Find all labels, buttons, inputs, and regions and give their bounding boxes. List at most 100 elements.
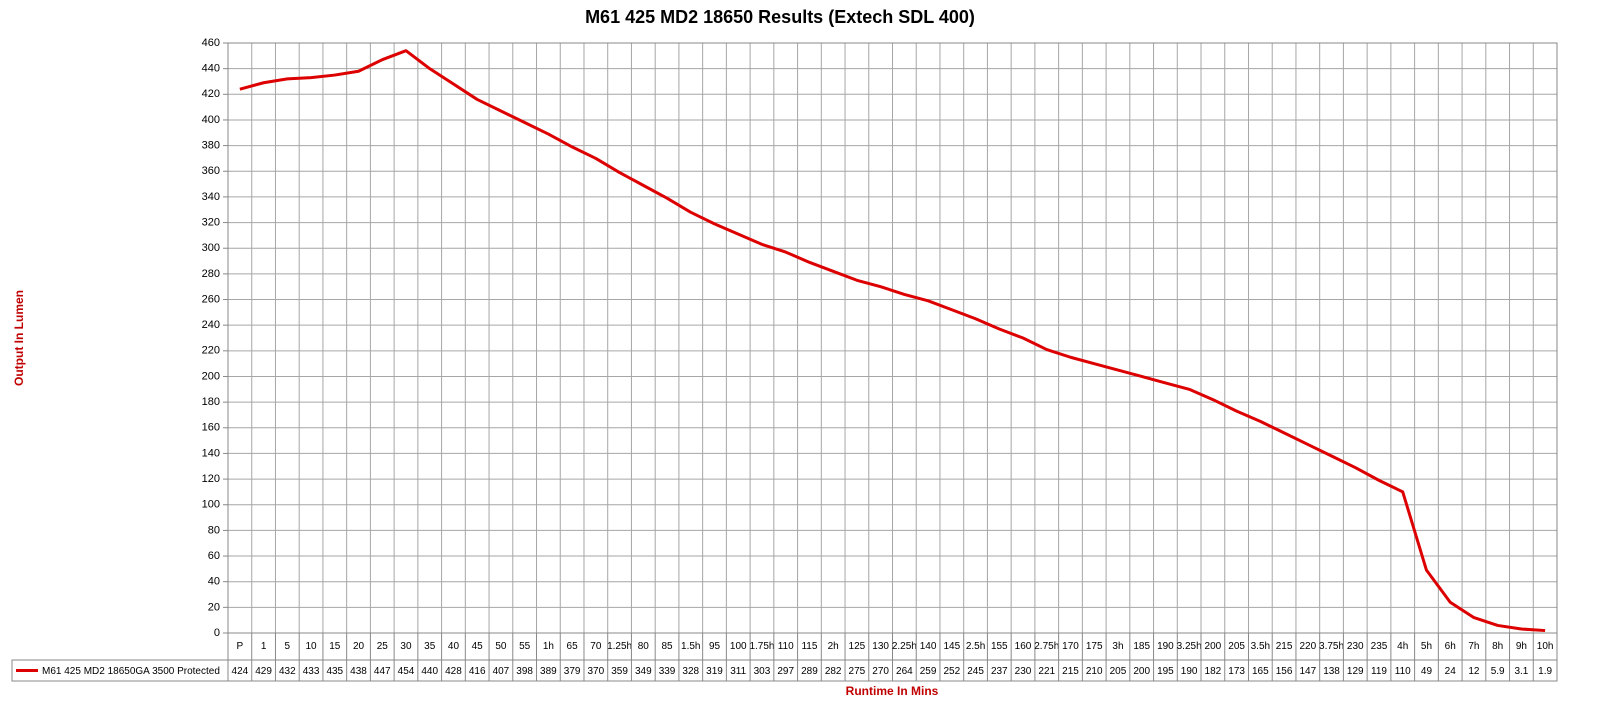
x-tick-label: 7h xyxy=(1468,641,1479,652)
table-value: 205 xyxy=(1110,666,1127,677)
x-tick-label: 50 xyxy=(495,641,507,652)
y-tick-label: 0 xyxy=(214,627,220,639)
y-tick-label: 240 xyxy=(202,319,220,331)
y-tick-label: 60 xyxy=(208,550,220,562)
table-value: 5.9 xyxy=(1491,666,1505,677)
table-value: 349 xyxy=(635,666,652,677)
x-tick-label: 45 xyxy=(472,641,484,652)
table-value: 195 xyxy=(1157,666,1174,677)
x-tick-label: 5 xyxy=(285,641,291,652)
y-tick-label: 80 xyxy=(208,524,220,536)
x-tick-label: 3.75h xyxy=(1319,641,1344,652)
table-value: 245 xyxy=(967,666,984,677)
y-tick-label: 120 xyxy=(202,473,220,485)
x-tick-label: 5h xyxy=(1421,641,1432,652)
x-tick-label: 190 xyxy=(1157,641,1174,652)
table-value: 182 xyxy=(1205,666,1222,677)
table-value: 328 xyxy=(682,666,699,677)
x-tick-label: 10 xyxy=(306,641,318,652)
x-tick-label: 20 xyxy=(353,641,365,652)
table-value: 275 xyxy=(849,666,866,677)
y-tick-label: 440 xyxy=(202,63,220,75)
table-value: 3.1 xyxy=(1514,666,1528,677)
x-tick-label: 170 xyxy=(1062,641,1079,652)
x-tick-label: 235 xyxy=(1371,641,1388,652)
table-value: 147 xyxy=(1299,666,1316,677)
table-value: 165 xyxy=(1252,666,1269,677)
table-value: 398 xyxy=(516,666,533,677)
table-value: 210 xyxy=(1086,666,1103,677)
y-tick-label: 220 xyxy=(202,345,220,357)
table-value: 215 xyxy=(1062,666,1079,677)
table-value: 24 xyxy=(1445,666,1457,677)
x-tick-label: 10h xyxy=(1537,641,1554,652)
table-value: 429 xyxy=(255,666,272,677)
table-value: 138 xyxy=(1323,666,1340,677)
table-value: 190 xyxy=(1181,666,1198,677)
table-value: 264 xyxy=(896,666,913,677)
x-tick-label: 115 xyxy=(801,641,817,652)
table-value: 447 xyxy=(374,666,391,677)
x-tick-label: 8h xyxy=(1492,641,1503,652)
table-value: 173 xyxy=(1228,666,1245,677)
y-tick-label: 380 xyxy=(202,140,220,152)
y-tick-label: 280 xyxy=(202,268,220,280)
table-value: 359 xyxy=(611,666,628,677)
y-tick-label: 300 xyxy=(202,242,220,254)
x-tick-label: 2.25h xyxy=(892,641,917,652)
y-tick-label: 200 xyxy=(202,370,220,382)
x-tick-label: 2h xyxy=(828,641,839,652)
x-tick-label: 130 xyxy=(872,641,889,652)
table-value: 311 xyxy=(730,666,746,677)
table-value: 12 xyxy=(1468,666,1480,677)
table-value: 1.9 xyxy=(1538,666,1552,677)
x-tick-label: 25 xyxy=(377,641,389,652)
x-tick-label: 35 xyxy=(424,641,436,652)
table-value: 428 xyxy=(445,666,462,677)
table-value: 438 xyxy=(350,666,367,677)
y-tick-label: 400 xyxy=(202,114,220,126)
x-tick-label: 145 xyxy=(943,641,960,652)
table-value: 297 xyxy=(777,666,794,677)
y-tick-label: 100 xyxy=(202,499,220,511)
x-tick-label: 160 xyxy=(1015,641,1032,652)
x-tick-label: 215 xyxy=(1276,641,1293,652)
x-tick-label: 2.75h xyxy=(1034,641,1059,652)
table-value: 156 xyxy=(1276,666,1293,677)
table-value: 435 xyxy=(326,666,343,677)
y-tick-label: 420 xyxy=(202,88,220,100)
x-tick-label: 175 xyxy=(1086,641,1103,652)
x-tick-label: 4h xyxy=(1397,641,1408,652)
table-value: 221 xyxy=(1038,666,1055,677)
x-tick-label: 3h xyxy=(1112,641,1123,652)
table-value: 454 xyxy=(398,666,415,677)
table-value: 230 xyxy=(1015,666,1032,677)
x-tick-label: 9h xyxy=(1516,641,1527,652)
table-value: 259 xyxy=(920,666,937,677)
table-value: 49 xyxy=(1421,666,1433,677)
table-value: 440 xyxy=(421,666,438,677)
table-value: 424 xyxy=(232,666,249,677)
x-tick-label: 155 xyxy=(991,641,1008,652)
x-tick-label: 125 xyxy=(849,641,866,652)
x-tick-label: 3.5h xyxy=(1251,641,1270,652)
x-tick-label: 55 xyxy=(519,641,531,652)
table-value: 282 xyxy=(825,666,842,677)
table-value: 270 xyxy=(872,666,889,677)
table-value: 119 xyxy=(1371,666,1387,677)
x-axis-title: Runtime In Mins xyxy=(846,684,939,698)
x-tick-label: 205 xyxy=(1228,641,1245,652)
y-tick-label: 40 xyxy=(208,576,220,588)
x-tick-label: 70 xyxy=(590,641,602,652)
table-value: 416 xyxy=(469,666,486,677)
x-tick-label: 220 xyxy=(1299,641,1316,652)
x-tick-label: 85 xyxy=(661,641,673,652)
y-tick-label: 180 xyxy=(202,396,220,408)
table-value: 129 xyxy=(1347,666,1364,677)
x-tick-label: 230 xyxy=(1347,641,1364,652)
table-value: 433 xyxy=(303,666,320,677)
table-value: 303 xyxy=(754,666,771,677)
x-tick-label: 1.5h xyxy=(681,641,700,652)
